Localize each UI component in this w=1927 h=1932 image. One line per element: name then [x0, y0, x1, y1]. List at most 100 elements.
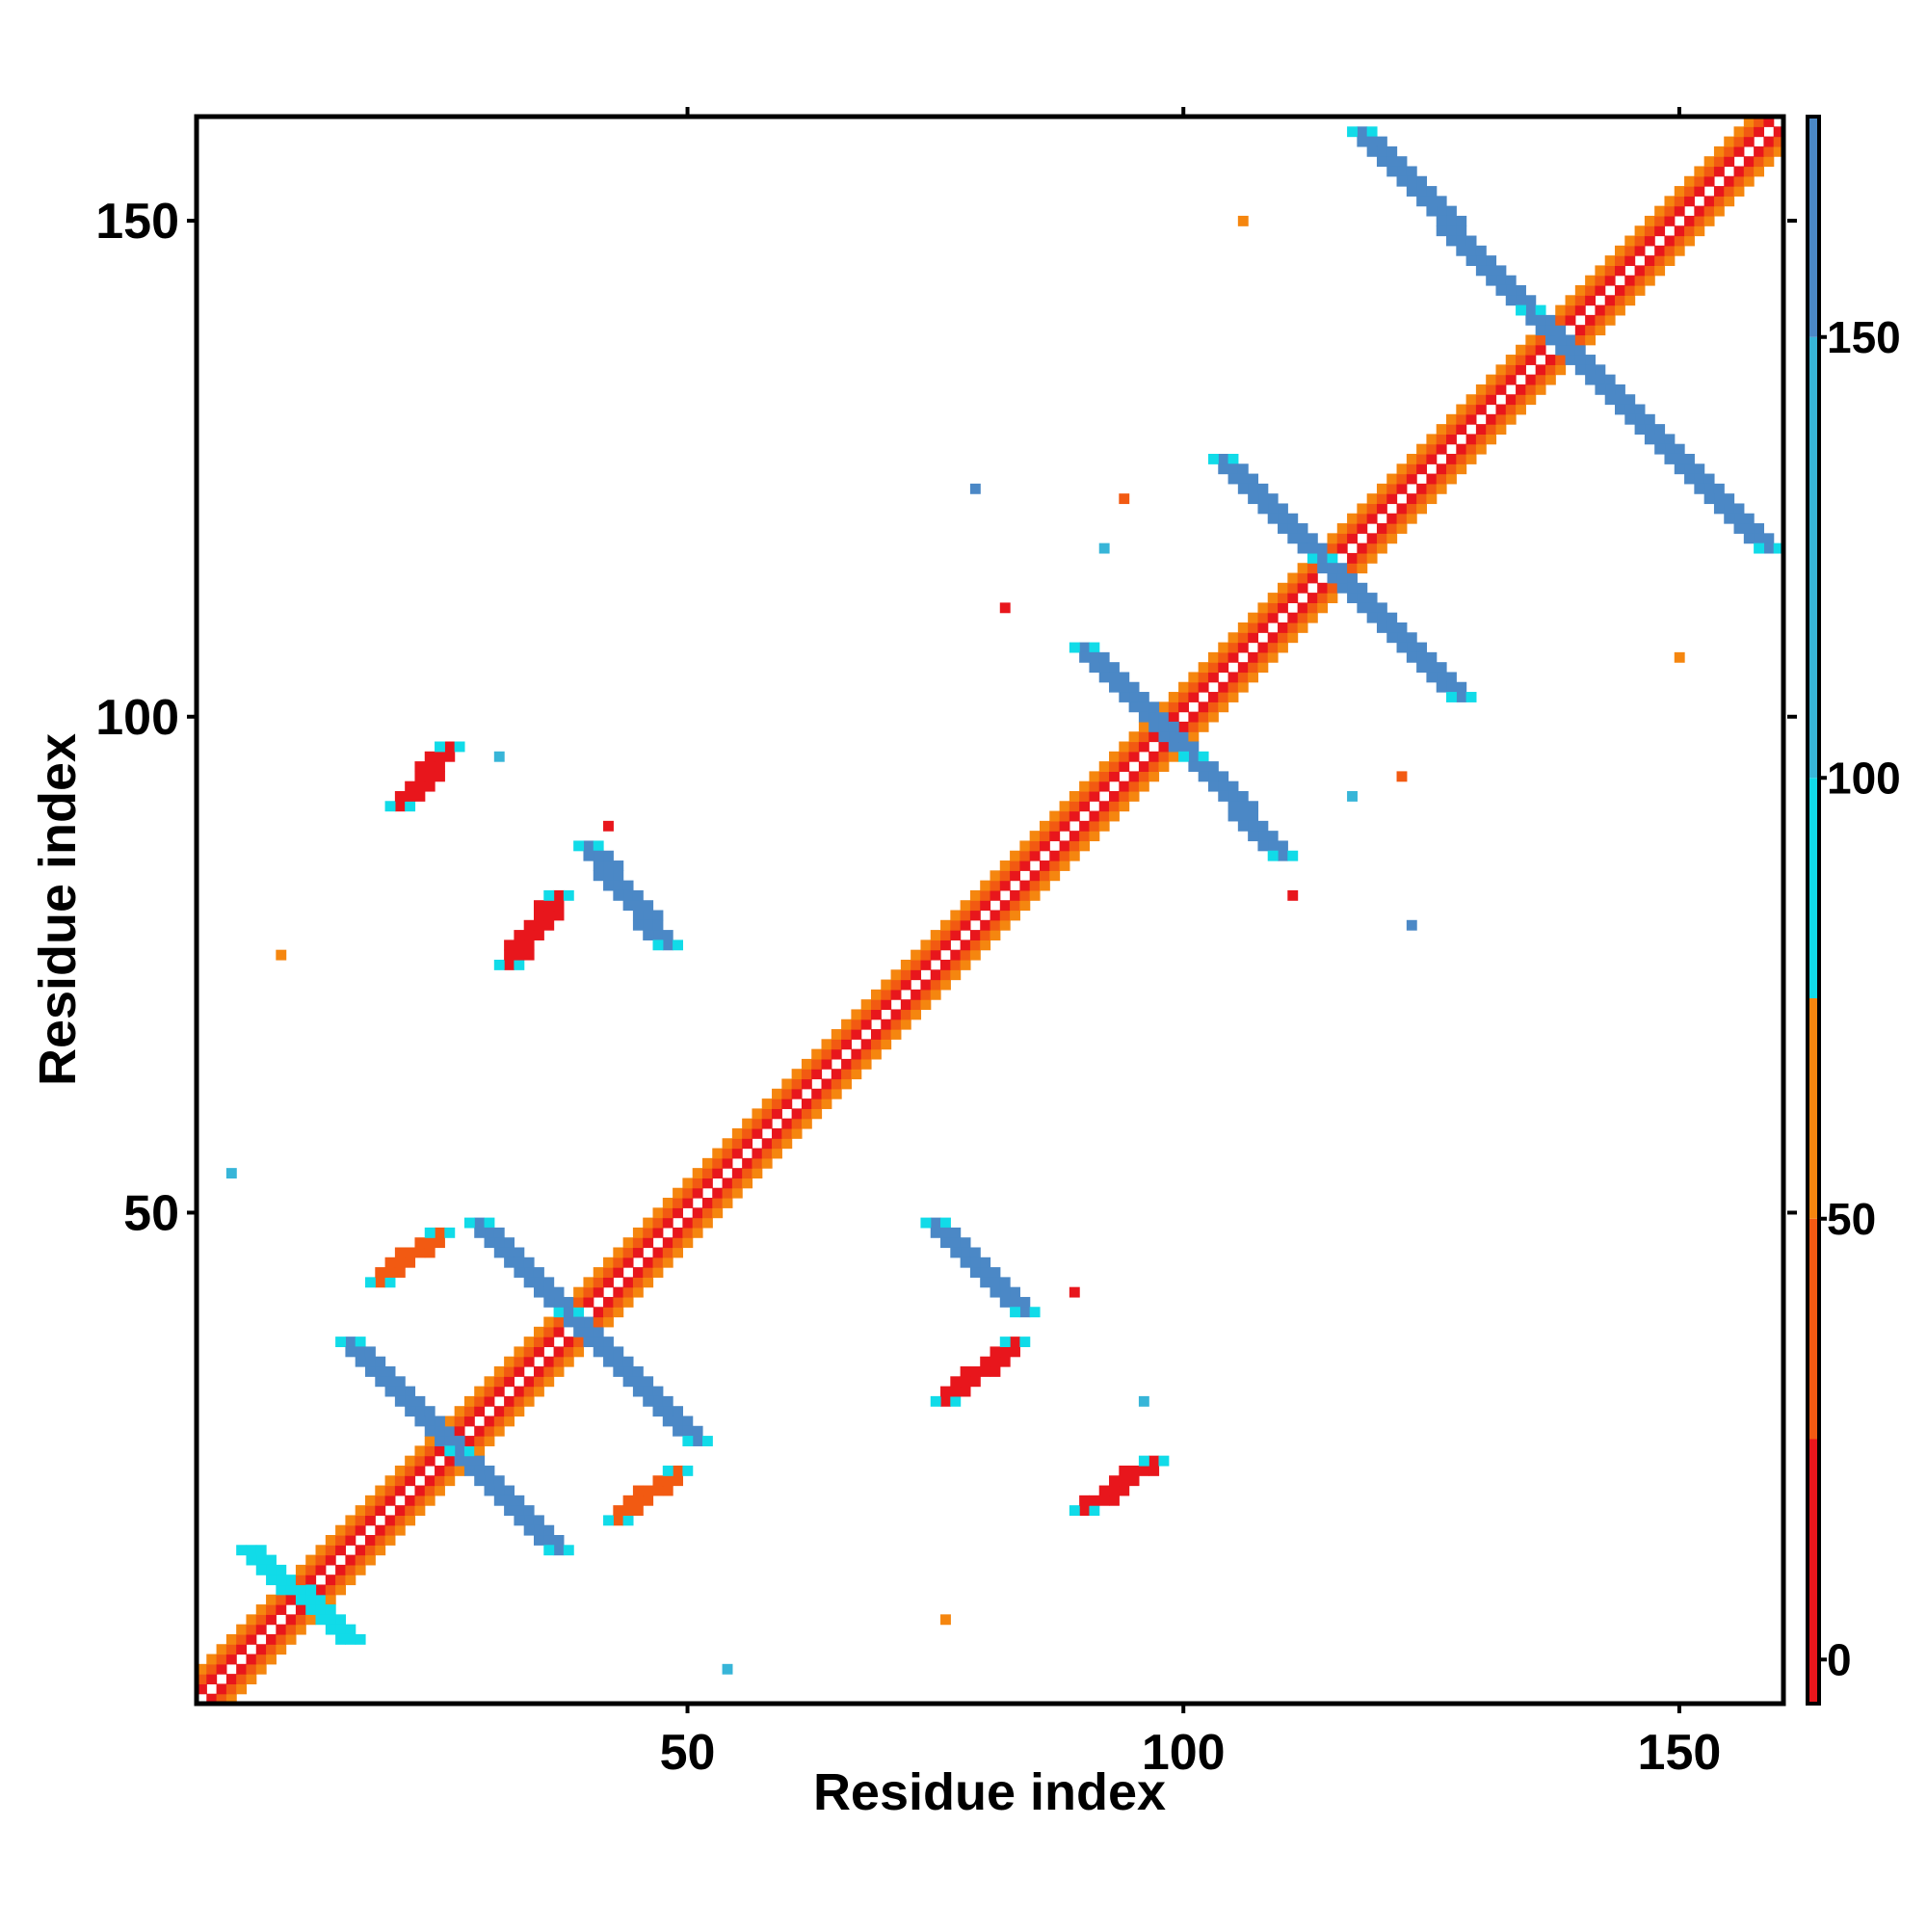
- heatmap-cell: [1198, 721, 1209, 732]
- heatmap-cell: [911, 949, 922, 961]
- heatmap-cell: [1436, 681, 1447, 693]
- heatmap-cell: [1624, 404, 1636, 415]
- heatmap-cell: [1019, 850, 1031, 861]
- heatmap-cell: [960, 1366, 971, 1377]
- heatmap-cell: [1119, 681, 1130, 693]
- heatmap-cell: [1267, 513, 1279, 524]
- heatmap-cell: [1227, 642, 1239, 653]
- heatmap-cell: [761, 1098, 773, 1109]
- heatmap-cell: [364, 1346, 376, 1358]
- heatmap-cell: [1248, 672, 1259, 683]
- heatmap-cell: [276, 949, 287, 961]
- heatmap-cell: [652, 1267, 664, 1278]
- heatmap-cell: [405, 1515, 416, 1526]
- heatmap-cell: [1327, 543, 1338, 554]
- heatmap-cell: [285, 1594, 297, 1605]
- heatmap-cell: [1158, 761, 1170, 772]
- heatmap-cell: [772, 1138, 782, 1150]
- heatmap-cell: [504, 1237, 515, 1249]
- heatmap-cell: [1674, 651, 1685, 663]
- heatmap-cell: [197, 1683, 207, 1695]
- heatmap-cell: [603, 1515, 614, 1526]
- heatmap-cell: [1585, 334, 1597, 346]
- heatmap-cell: [553, 1346, 565, 1358]
- heatmap-cell: [435, 751, 445, 762]
- heatmap-cell: [246, 1633, 257, 1645]
- heatmap-cell: [980, 940, 991, 951]
- heatmap-cell: [632, 1237, 644, 1249]
- heatmap-cell: [1684, 453, 1695, 464]
- heatmap-cell: [325, 1584, 336, 1596]
- heatmap-cell: [295, 1564, 306, 1575]
- heatmap-cell: [920, 940, 932, 951]
- heatmap-cell: [632, 910, 644, 921]
- heatmap-cell: [652, 910, 664, 921]
- heatmap-cell: [255, 1604, 267, 1615]
- heatmap-cell: [405, 1257, 416, 1268]
- heatmap-cell: [276, 1594, 287, 1605]
- heatmap-cell: [673, 1207, 683, 1219]
- heatmap-cell: [1436, 473, 1447, 485]
- heatmap-cell: [603, 860, 614, 871]
- heatmap-cell: [355, 1633, 366, 1645]
- heatmap-cell: [652, 1485, 664, 1496]
- heatmap-cell: [662, 1207, 673, 1219]
- heatmap-cell: [603, 1337, 614, 1348]
- heatmap-cell: [375, 1267, 386, 1278]
- heatmap-cell: [1049, 860, 1061, 871]
- heatmap-cell: [1207, 701, 1219, 713]
- heatmap-cell: [1098, 781, 1110, 792]
- heatmap-cell: [1237, 215, 1249, 226]
- heatmap-cell: [543, 1524, 555, 1536]
- heatmap-cell: [712, 1148, 724, 1159]
- heatmap-cell: [900, 1009, 911, 1020]
- heatmap-cell: [1297, 612, 1308, 623]
- heatmap-cell: [266, 1614, 277, 1626]
- heatmap-cell: [851, 1029, 862, 1040]
- heatmap-cell: [1595, 304, 1606, 316]
- heatmap-cell: [504, 940, 515, 951]
- heatmap-cell: [969, 1366, 981, 1377]
- heatmap-cell: [1516, 394, 1526, 406]
- heatmap-cell: [1227, 453, 1239, 464]
- heatmap-cell: [355, 1505, 366, 1517]
- heatmap-cell: [1178, 751, 1189, 762]
- heatmap-cell: [553, 1316, 565, 1328]
- heatmap-cell: [1237, 463, 1249, 475]
- heatmap-cell: [504, 949, 515, 961]
- colorbar-segment: [1808, 1218, 1819, 1440]
- heatmap-cell: [613, 860, 624, 871]
- heatmap-cell: [1615, 295, 1625, 306]
- heatmap-cell: [463, 1445, 475, 1457]
- heatmap-cell: [493, 1247, 505, 1258]
- heatmap-cell: [1773, 126, 1784, 138]
- heatmap-cell: [1098, 820, 1110, 832]
- heatmap-cell: [722, 1148, 733, 1159]
- heatmap-cell: [1138, 761, 1149, 772]
- heatmap-cell: [384, 1366, 396, 1377]
- heatmap-cell: [335, 1575, 346, 1586]
- heatmap-cell: [1525, 355, 1537, 365]
- heatmap-cell: [493, 751, 505, 762]
- heatmap-cell: [236, 1663, 248, 1675]
- heatmap-cell: [1207, 692, 1219, 702]
- heatmap-cell: [1248, 612, 1259, 623]
- heatmap-cell: [1347, 572, 1358, 584]
- heatmap-cell: [1049, 870, 1061, 882]
- heatmap-cell: [424, 1455, 436, 1467]
- heatmap-cell: [701, 1217, 713, 1229]
- heatmap-cell: [960, 949, 971, 961]
- heatmap-cell: [1664, 205, 1676, 217]
- heatmap-cell: [1386, 493, 1398, 505]
- heatmap-cell: [1604, 255, 1616, 266]
- heatmap-cell: [603, 1296, 614, 1308]
- heatmap-cell: [285, 1584, 297, 1596]
- y-tick-label: 150: [95, 194, 179, 250]
- heatmap-cell: [533, 1515, 544, 1526]
- heatmap-cell: [266, 1575, 277, 1586]
- heatmap-cell: [1544, 364, 1556, 376]
- heatmap-cell: [1465, 404, 1477, 415]
- heatmap-cell: [1396, 483, 1408, 494]
- heatmap-cell: [1138, 692, 1149, 702]
- heatmap-cell: [613, 1505, 624, 1517]
